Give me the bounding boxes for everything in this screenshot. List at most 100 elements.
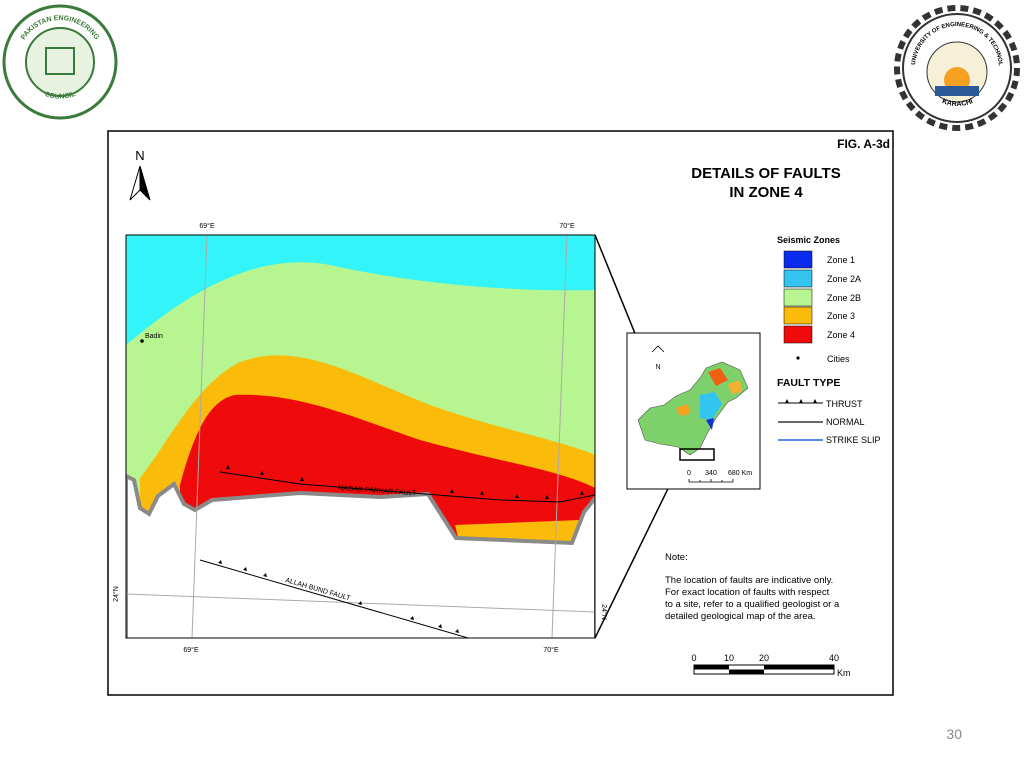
figure-label: FIG. A-3d <box>837 137 890 151</box>
city-dot <box>140 339 144 343</box>
legend-swatch <box>783 288 813 307</box>
thrust-tooth <box>358 601 362 605</box>
legend-label: STRIKE SLIP <box>826 435 881 445</box>
thrust-tooth <box>226 465 230 469</box>
legend-title: Seismic Zones <box>777 235 840 245</box>
logo-text: COUNCIL <box>44 91 77 101</box>
thrust-tooth <box>410 616 414 620</box>
legend-thrust-teeth <box>785 399 817 403</box>
legend-city-dot <box>796 356 800 360</box>
thrust-tooth <box>263 573 267 577</box>
legend-swatch <box>783 306 813 325</box>
thrust-fault <box>219 471 595 503</box>
meridian <box>191 235 208 638</box>
inset-north-arrow <box>651 345 665 353</box>
inset-highlight <box>679 448 715 461</box>
legend-swatch <box>783 269 813 288</box>
inset-north: N <box>655 364 660 371</box>
thrust-tooth <box>300 477 304 481</box>
thrust-tooth <box>799 399 803 403</box>
note-line: detailed geological map of the area. <box>665 611 816 622</box>
left-logo: PAKISTAN ENGINEERING COUNCIL <box>0 0 122 122</box>
logo-text: NED UNIVERSITY OF ENGINEERING & TECHNOLO… <box>0 0 1003 67</box>
legend-swatch <box>783 250 813 269</box>
logo-building <box>45 47 75 75</box>
legend-label: Zone 4 <box>827 330 855 340</box>
thrust-tooth <box>515 494 519 498</box>
thrust-tooth <box>450 489 454 493</box>
legend-label: Zone 1 <box>827 255 855 265</box>
thrust-tooth <box>785 399 789 403</box>
city-label: Badin <box>145 333 163 340</box>
scale-label: 10 <box>724 653 734 663</box>
inset-zone <box>708 368 728 386</box>
graticule-label: 69°E <box>199 222 215 230</box>
scale-unit: Km <box>837 668 851 678</box>
legend-label: Cities <box>827 354 850 364</box>
thrust-tooth <box>218 560 222 564</box>
legend-label: NORMAL <box>826 417 865 427</box>
inset-scale-bar <box>688 479 734 483</box>
inset-scale-label: 680 Km <box>728 470 752 477</box>
legend-label: Zone 3 <box>827 311 855 321</box>
figure-title: IN ZONE 4 <box>729 184 803 201</box>
inset-zone <box>700 392 722 420</box>
legend-label: Zone 2B <box>827 293 861 303</box>
inset-scale-label: 0 <box>687 470 691 477</box>
thrust-tooth <box>455 629 459 633</box>
thrust-fault <box>199 559 470 638</box>
scale-label: 20 <box>759 653 769 663</box>
note-line: For exact location of faults with respec… <box>665 587 830 598</box>
thrust-tooth <box>545 495 549 499</box>
logo-gear <box>894 5 1020 131</box>
logo-text: NED UNIVERSITY OF ENGINEERING & TECHNOLO… <box>0 0 1003 67</box>
graticule-label: 70°E <box>543 646 559 654</box>
map: NAGAR PARKAR FAULT ALLAH BUND FAULT Badi… <box>126 235 595 638</box>
scale-label: 40 <box>829 653 839 663</box>
meridian <box>551 235 568 638</box>
scale-label: 0 <box>691 653 696 663</box>
note-line: to a site, refer to a qualified geologis… <box>665 599 840 610</box>
thrust-tooth <box>480 491 484 495</box>
land-area <box>126 473 595 638</box>
note-title: Note: <box>665 552 688 563</box>
thrust-tooth <box>438 624 442 628</box>
right-logo: NED UNIVERSITY OF ENGINEERING & TECHNOLO… <box>0 0 1020 131</box>
scale-bar-segment <box>729 669 764 674</box>
scale-bar-segment <box>764 665 834 670</box>
logo-ring <box>2 4 118 120</box>
legend-label: Zone 2A <box>827 274 861 284</box>
inset-scale-label: 340 <box>705 470 717 477</box>
logo-water <box>935 86 979 96</box>
thrust-teeth <box>218 560 459 633</box>
north-label: N <box>135 148 144 163</box>
logo-text: COUNCIL <box>44 91 77 101</box>
thrust-teeth <box>226 465 584 499</box>
connector-line <box>594 459 683 639</box>
logo-inner <box>25 27 95 97</box>
thrust-tooth <box>260 471 264 475</box>
graticule-label: 69°E <box>183 646 199 654</box>
inset-zone <box>728 380 742 394</box>
graticule-label: 24°N <box>112 586 120 602</box>
thrust-tooth <box>243 567 247 571</box>
logo-text: KARACHI <box>941 98 974 108</box>
inset-zone <box>676 404 690 416</box>
inset-zone <box>706 418 714 430</box>
inset-country <box>637 361 749 456</box>
graticule-label: 70°E <box>559 222 575 230</box>
graticule-label: 24°N <box>600 604 608 620</box>
thrust-tooth <box>580 491 584 495</box>
logo-text: KARACHI <box>941 98 974 108</box>
legend-label: THRUST <box>826 399 863 409</box>
north-arrow <box>139 165 151 201</box>
page-number: 30 <box>946 726 962 742</box>
figure-title: DETAILS OF FAULTS <box>691 165 840 182</box>
legend-swatch <box>783 325 813 344</box>
legend-title: FAULT TYPE <box>777 377 840 389</box>
note-line: The location of faults are indicative on… <box>665 575 833 586</box>
thrust-tooth <box>813 399 817 403</box>
map-frame <box>125 234 596 639</box>
scale-bar-segment <box>694 665 729 670</box>
